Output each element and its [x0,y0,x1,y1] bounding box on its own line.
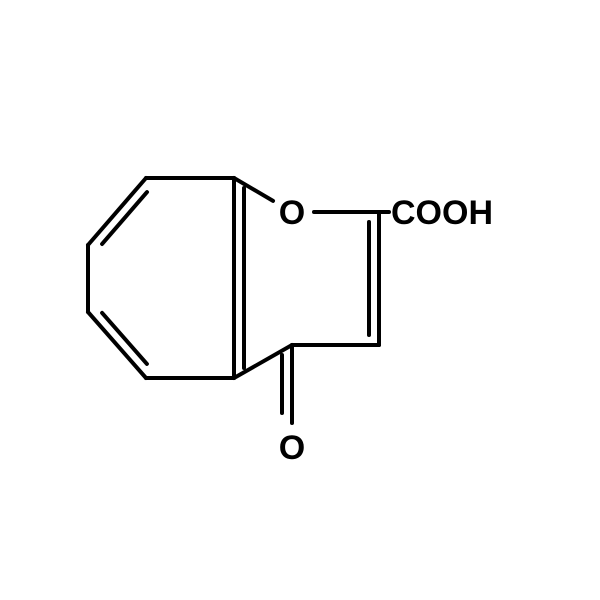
atom-label: O [279,194,305,232]
molecule-diagram: O O COOH [0,0,600,600]
atom-label: O [279,429,305,467]
atom-label: COOH [391,194,493,232]
